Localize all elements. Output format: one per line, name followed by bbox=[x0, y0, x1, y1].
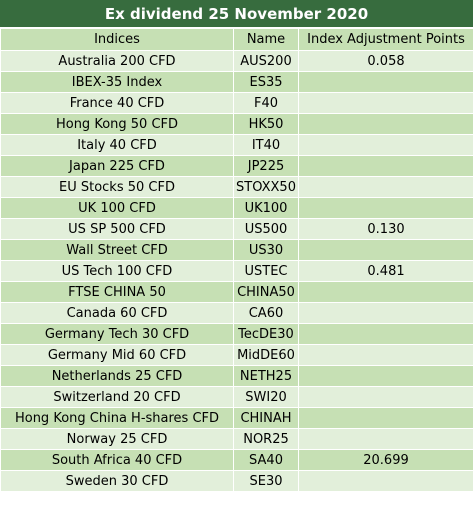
cell-index: South Africa 40 CFD bbox=[0, 449, 234, 471]
cell-points: 20.699 bbox=[298, 449, 473, 471]
cell-name: USTEC bbox=[233, 260, 299, 282]
cell-index: Sweden 30 CFD bbox=[0, 470, 234, 492]
cell-index: Hong Kong 50 CFD bbox=[0, 113, 234, 135]
cell-points bbox=[298, 344, 473, 366]
cell-name: STOXX50 bbox=[233, 176, 299, 198]
table-row: France 40 CFD F40 bbox=[0, 92, 473, 114]
cell-index: EU Stocks 50 CFD bbox=[0, 176, 234, 198]
table-row: EU Stocks 50 CFD STOXX50 bbox=[0, 176, 473, 198]
cell-points bbox=[298, 428, 473, 450]
sheet-title: Ex dividend 25 November 2020 bbox=[0, 0, 473, 28]
cell-name: F40 bbox=[233, 92, 299, 114]
cell-name: NETH25 bbox=[233, 365, 299, 387]
table-row: Italy 40 CFD IT40 bbox=[0, 134, 473, 156]
cell-points bbox=[298, 302, 473, 324]
table-row: Germany Tech 30 CFD TecDE30 bbox=[0, 323, 473, 345]
dividend-table: Indices Name Index Adjustment Points Aus… bbox=[0, 28, 473, 492]
table-row: Sweden 30 CFD SE30 bbox=[0, 470, 473, 492]
cell-index: Germany Tech 30 CFD bbox=[0, 323, 234, 345]
cell-index: Hong Kong China H-shares CFD bbox=[0, 407, 234, 429]
table-row: Japan 225 CFD JP225 bbox=[0, 155, 473, 177]
table-row: Germany Mid 60 CFD MidDE60 bbox=[0, 344, 473, 366]
cell-name: CHINAH bbox=[233, 407, 299, 429]
cell-index: Italy 40 CFD bbox=[0, 134, 234, 156]
table-row: FTSE CHINA 50 CHINA50 bbox=[0, 281, 473, 303]
cell-index: Japan 225 CFD bbox=[0, 155, 234, 177]
table-row: Netherlands 25 CFD NETH25 bbox=[0, 365, 473, 387]
cell-points: 0.058 bbox=[298, 50, 473, 72]
table-row: Australia 200 CFD AUS200 0.058 bbox=[0, 50, 473, 72]
table-row: Hong Kong China H-shares CFD CHINAH bbox=[0, 407, 473, 429]
cell-index: Germany Mid 60 CFD bbox=[0, 344, 234, 366]
cell-index: Australia 200 CFD bbox=[0, 50, 234, 72]
table-row: US SP 500 CFD US500 0.130 bbox=[0, 218, 473, 240]
cell-name: ES35 bbox=[233, 71, 299, 93]
table-row: UK 100 CFD UK100 bbox=[0, 197, 473, 219]
table-row: Canada 60 CFD CA60 bbox=[0, 302, 473, 324]
header-indices: Indices bbox=[0, 28, 234, 51]
table-row: Wall Street CFD US30 bbox=[0, 239, 473, 261]
cell-points bbox=[298, 113, 473, 135]
table-row: Hong Kong 50 CFD HK50 bbox=[0, 113, 473, 135]
cell-points bbox=[298, 281, 473, 303]
table-row: Switzerland 20 CFD SWI20 bbox=[0, 386, 473, 408]
cell-index: US SP 500 CFD bbox=[0, 218, 234, 240]
cell-index: Netherlands 25 CFD bbox=[0, 365, 234, 387]
cell-points bbox=[298, 386, 473, 408]
table-body: Australia 200 CFD AUS200 0.058 IBEX-35 Inde… bbox=[0, 50, 473, 492]
cell-points bbox=[298, 155, 473, 177]
cell-name: CA60 bbox=[233, 302, 299, 324]
cell-name: US30 bbox=[233, 239, 299, 261]
cell-name: TecDE30 bbox=[233, 323, 299, 345]
cell-name: AUS200 bbox=[233, 50, 299, 72]
cell-name: NOR25 bbox=[233, 428, 299, 450]
cell-points: 0.130 bbox=[298, 218, 473, 240]
cell-points bbox=[298, 176, 473, 198]
cell-name: HK50 bbox=[233, 113, 299, 135]
cell-points bbox=[298, 92, 473, 114]
cell-points bbox=[298, 71, 473, 93]
cell-points bbox=[298, 365, 473, 387]
cell-points: 0.481 bbox=[298, 260, 473, 282]
cell-index: France 40 CFD bbox=[0, 92, 234, 114]
cell-index: Norway 25 CFD bbox=[0, 428, 234, 450]
cell-name: SA40 bbox=[233, 449, 299, 471]
table-row: South Africa 40 CFD SA40 20.699 bbox=[0, 449, 473, 471]
cell-index: IBEX-35 Index bbox=[0, 71, 234, 93]
header-row: Indices Name Index Adjustment Points bbox=[0, 28, 473, 51]
cell-index: Wall Street CFD bbox=[0, 239, 234, 261]
cell-index: Switzerland 20 CFD bbox=[0, 386, 234, 408]
header-points: Index Adjustment Points bbox=[298, 28, 473, 51]
header-name: Name bbox=[233, 28, 299, 51]
cell-name: JP225 bbox=[233, 155, 299, 177]
cell-points bbox=[298, 134, 473, 156]
cell-points bbox=[298, 323, 473, 345]
cell-index: FTSE CHINA 50 bbox=[0, 281, 234, 303]
cell-points bbox=[298, 239, 473, 261]
cell-name: MidDE60 bbox=[233, 344, 299, 366]
cell-name: IT40 bbox=[233, 134, 299, 156]
cell-index: US Tech 100 CFD bbox=[0, 260, 234, 282]
table-row: Norway 25 CFD NOR25 bbox=[0, 428, 473, 450]
cell-name: SE30 bbox=[233, 470, 299, 492]
cell-name: UK100 bbox=[233, 197, 299, 219]
cell-name: SWI20 bbox=[233, 386, 299, 408]
table-row: IBEX-35 Index ES35 bbox=[0, 71, 473, 93]
cell-points bbox=[298, 197, 473, 219]
cell-points bbox=[298, 407, 473, 429]
cell-name: CHINA50 bbox=[233, 281, 299, 303]
cell-name: US500 bbox=[233, 218, 299, 240]
cell-index: Canada 60 CFD bbox=[0, 302, 234, 324]
cell-index: UK 100 CFD bbox=[0, 197, 234, 219]
cell-points bbox=[298, 470, 473, 492]
table-row: US Tech 100 CFD USTEC 0.481 bbox=[0, 260, 473, 282]
